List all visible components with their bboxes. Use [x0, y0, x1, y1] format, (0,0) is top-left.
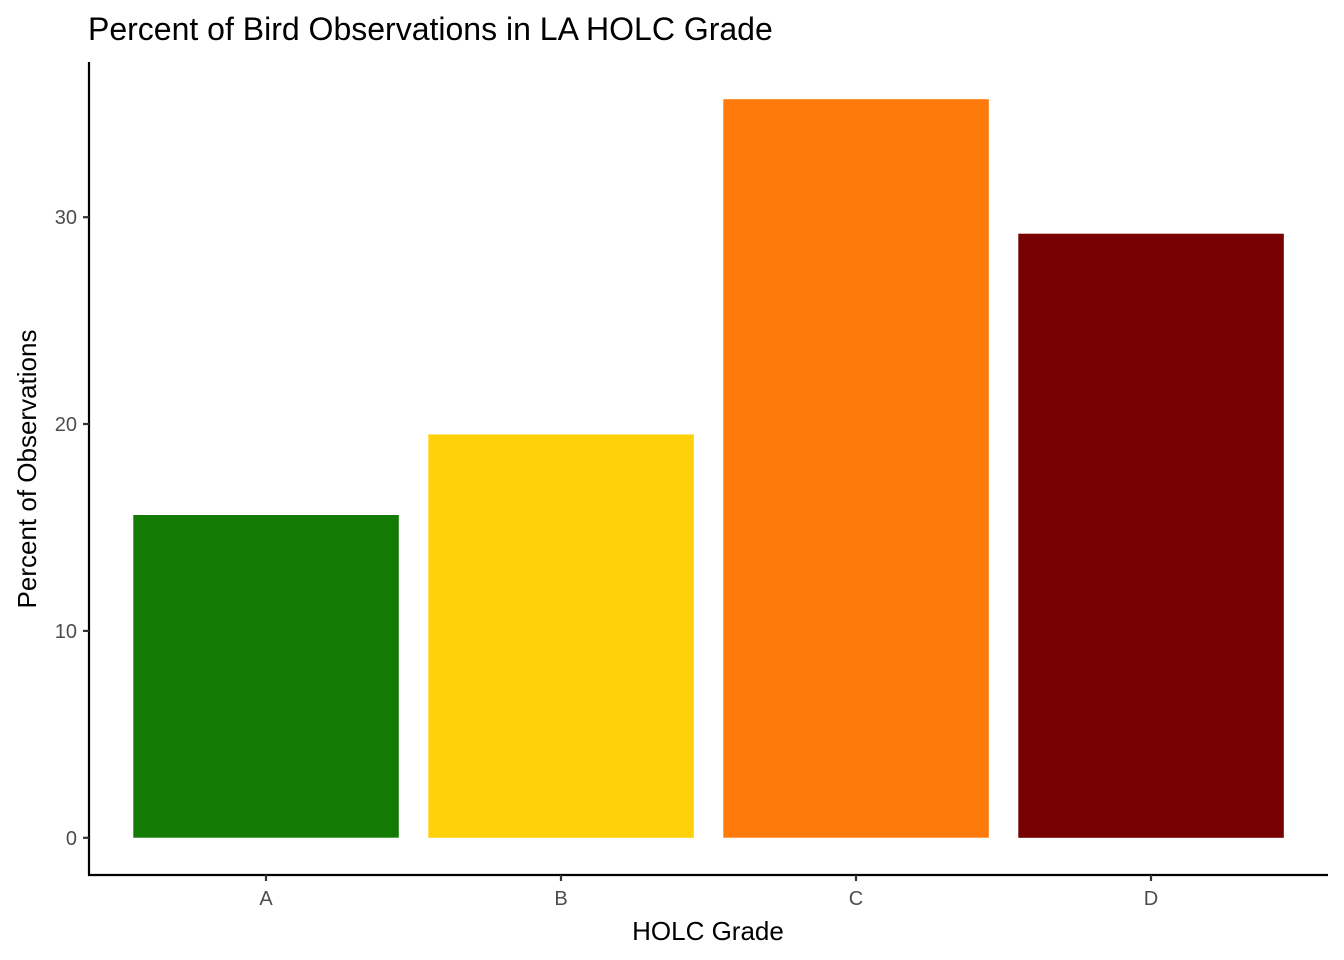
- y-tick-label: 10: [55, 621, 77, 643]
- y-axis-title: Percent of Observations: [12, 330, 42, 609]
- bar-d: [1018, 233, 1284, 838]
- x-axis-title: HOLC Grade: [632, 916, 784, 946]
- x-tick-label-b: B: [554, 888, 567, 910]
- y-ticks-group: 0 10 20 30: [55, 207, 89, 850]
- chart-title: Percent of Bird Observations in LA HOLC …: [88, 11, 773, 47]
- x-tick-label-d: D: [1144, 888, 1158, 910]
- y-tick-label: 0: [66, 828, 77, 850]
- y-tick-label: 20: [55, 414, 77, 436]
- bar-b: [428, 434, 694, 838]
- bars-group: [133, 99, 1284, 838]
- x-tick-label-c: C: [849, 888, 863, 910]
- x-tick-label-a: A: [259, 888, 273, 910]
- x-ticks-group: A B C D: [259, 875, 1158, 910]
- bar-c: [723, 99, 989, 838]
- bar-a: [133, 515, 399, 838]
- y-tick-label: 30: [55, 207, 77, 229]
